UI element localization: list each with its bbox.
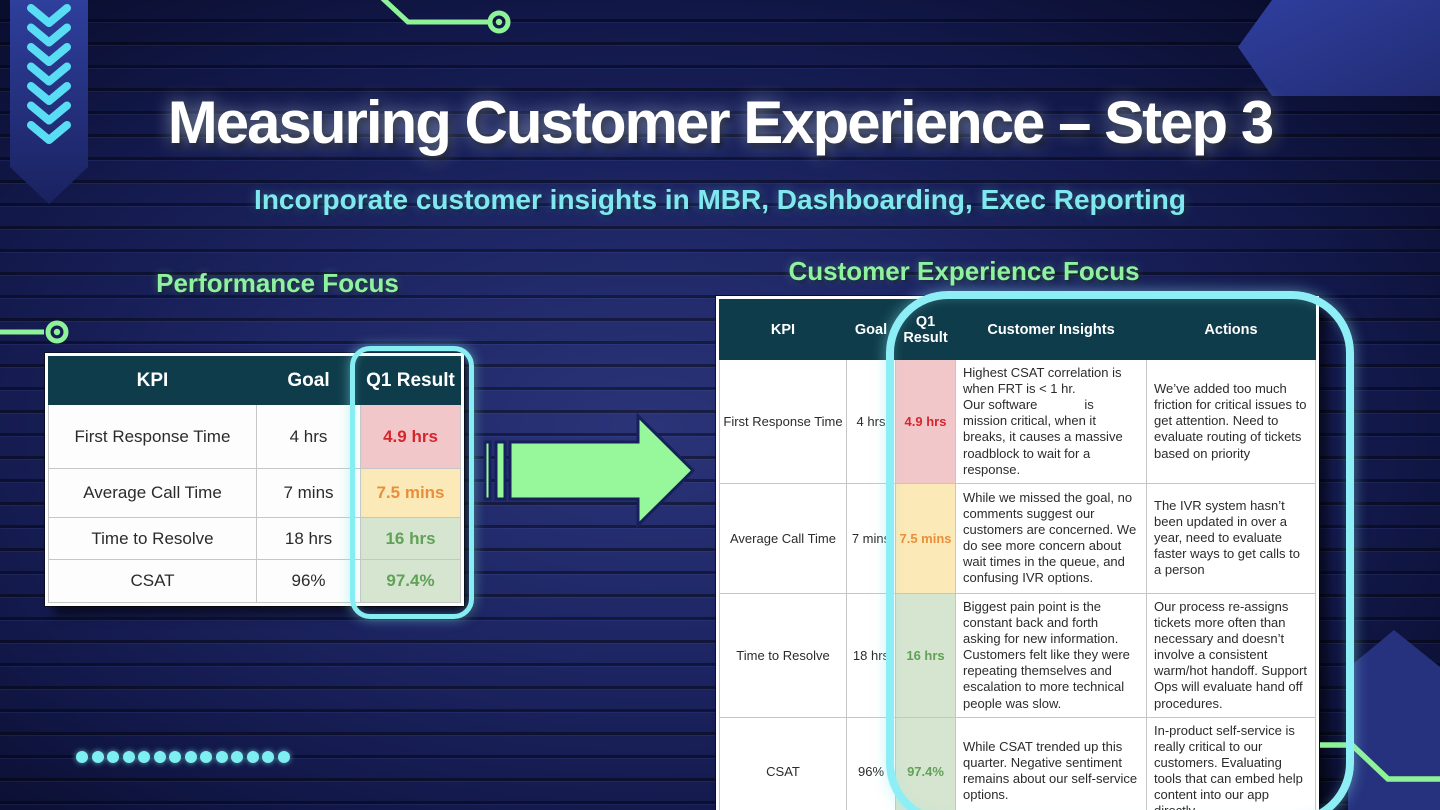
customer-experience-focus-heading: Customer Experience Focus: [788, 256, 1140, 286]
result-cell: 16 hrs: [360, 517, 461, 560]
col-header-customer-insights: Customer Insights: [955, 299, 1147, 360]
goal-cell: 18 hrs: [846, 592, 896, 718]
col-header-goal: Goal: [256, 356, 361, 405]
col-header-goal: Goal: [846, 299, 896, 360]
action-cell: In-product self-service is really critic…: [1146, 716, 1316, 810]
col-header-q1-result: Q1 Result: [895, 299, 956, 360]
kpi-cell: Time to Resolve: [48, 517, 257, 560]
col-header-actions: Actions: [1146, 299, 1316, 360]
table-row: CSAT 96% 97.4%: [48, 559, 461, 603]
table-row: First Response Time 4 hrs 4.9 hrs Highes…: [719, 359, 1316, 484]
action-cell: The IVR system hasn’t been updated in ov…: [1146, 482, 1316, 594]
insight-cell: Highest CSAT correlation is when FRT is …: [955, 359, 1147, 484]
insight-cell: While CSAT trended up this quarter. Nega…: [955, 716, 1147, 810]
goal-cell: 96%: [846, 716, 896, 810]
goal-cell: 4 hrs: [256, 404, 361, 469]
result-cell: 4.9 hrs: [895, 359, 956, 484]
action-cell: We’ve added too much friction for critic…: [1146, 359, 1316, 484]
kpi-cell: Time to Resolve: [719, 592, 847, 718]
table-row: First Response Time 4 hrs 4.9 hrs: [48, 404, 461, 469]
kpi-cell: CSAT: [719, 716, 847, 810]
flow-arrow-icon: [483, 412, 696, 529]
kpi-cell: Average Call Time: [48, 468, 257, 518]
circuit-trace-bottom-right-icon: [1320, 742, 1440, 782]
dotted-line-decoration: [76, 751, 290, 763]
goal-cell: 7 mins: [256, 468, 361, 518]
table-row: CSAT 96% 97.4% While CSAT trended up thi…: [719, 716, 1316, 810]
result-cell: 7.5 mins: [360, 468, 461, 518]
result-cell: 97.4%: [895, 716, 956, 810]
goal-cell: 7 mins: [846, 482, 896, 594]
kpi-cell: CSAT: [48, 559, 257, 603]
result-cell: 16 hrs: [895, 592, 956, 718]
col-header-kpi: KPI: [719, 299, 847, 360]
table-row: Average Call Time 7 mins 7.5 mins While …: [719, 482, 1316, 594]
action-cell: Our process re-assigns tickets more ofte…: [1146, 592, 1316, 718]
result-cell: 97.4%: [360, 559, 461, 603]
goal-cell: 4 hrs: [846, 359, 896, 484]
col-header-q1-result: Q1 Result: [360, 356, 461, 405]
corner-ribbon-top-right: [1238, 0, 1440, 96]
customer-experience-table: KPI Goal Q1 Result Customer Insights Act…: [716, 296, 1319, 810]
result-cell: 7.5 mins: [895, 482, 956, 594]
chevrons-down-banner-icon: [10, 0, 88, 204]
table-row: Time to Resolve 18 hrs 16 hrs: [48, 517, 461, 560]
insight-cell: While we missed the goal, no comments su…: [955, 482, 1147, 594]
slide-title: Measuring Customer Experience – Step 3: [167, 89, 1274, 156]
goal-cell: 18 hrs: [256, 517, 361, 560]
table-header-row: KPI Goal Q1 Result Customer Insights Act…: [719, 299, 1316, 360]
table-row: Time to Resolve 18 hrs 16 hrs Biggest pa…: [719, 592, 1316, 718]
performance-table: KPI Goal Q1 Result First Response Time 4…: [45, 353, 464, 606]
kpi-cell: Average Call Time: [719, 482, 847, 594]
col-header-kpi: KPI: [48, 356, 257, 405]
insight-cell: Biggest pain point is the constant back …: [955, 592, 1147, 718]
kpi-cell: First Response Time: [719, 359, 847, 484]
goal-cell: 96%: [256, 559, 361, 603]
result-cell: 4.9 hrs: [360, 404, 461, 469]
performance-focus-heading: Performance Focus: [156, 268, 399, 298]
kpi-cell: First Response Time: [48, 404, 257, 469]
slide-subtitle: Incorporate customer insights in MBR, Da…: [254, 184, 1186, 215]
table-header-row: KPI Goal Q1 Result: [48, 356, 461, 405]
circuit-trace-left-icon: [0, 320, 69, 344]
table-row: Average Call Time 7 mins 7.5 mins: [48, 468, 461, 518]
circuit-trace-top-icon: [380, 0, 511, 34]
